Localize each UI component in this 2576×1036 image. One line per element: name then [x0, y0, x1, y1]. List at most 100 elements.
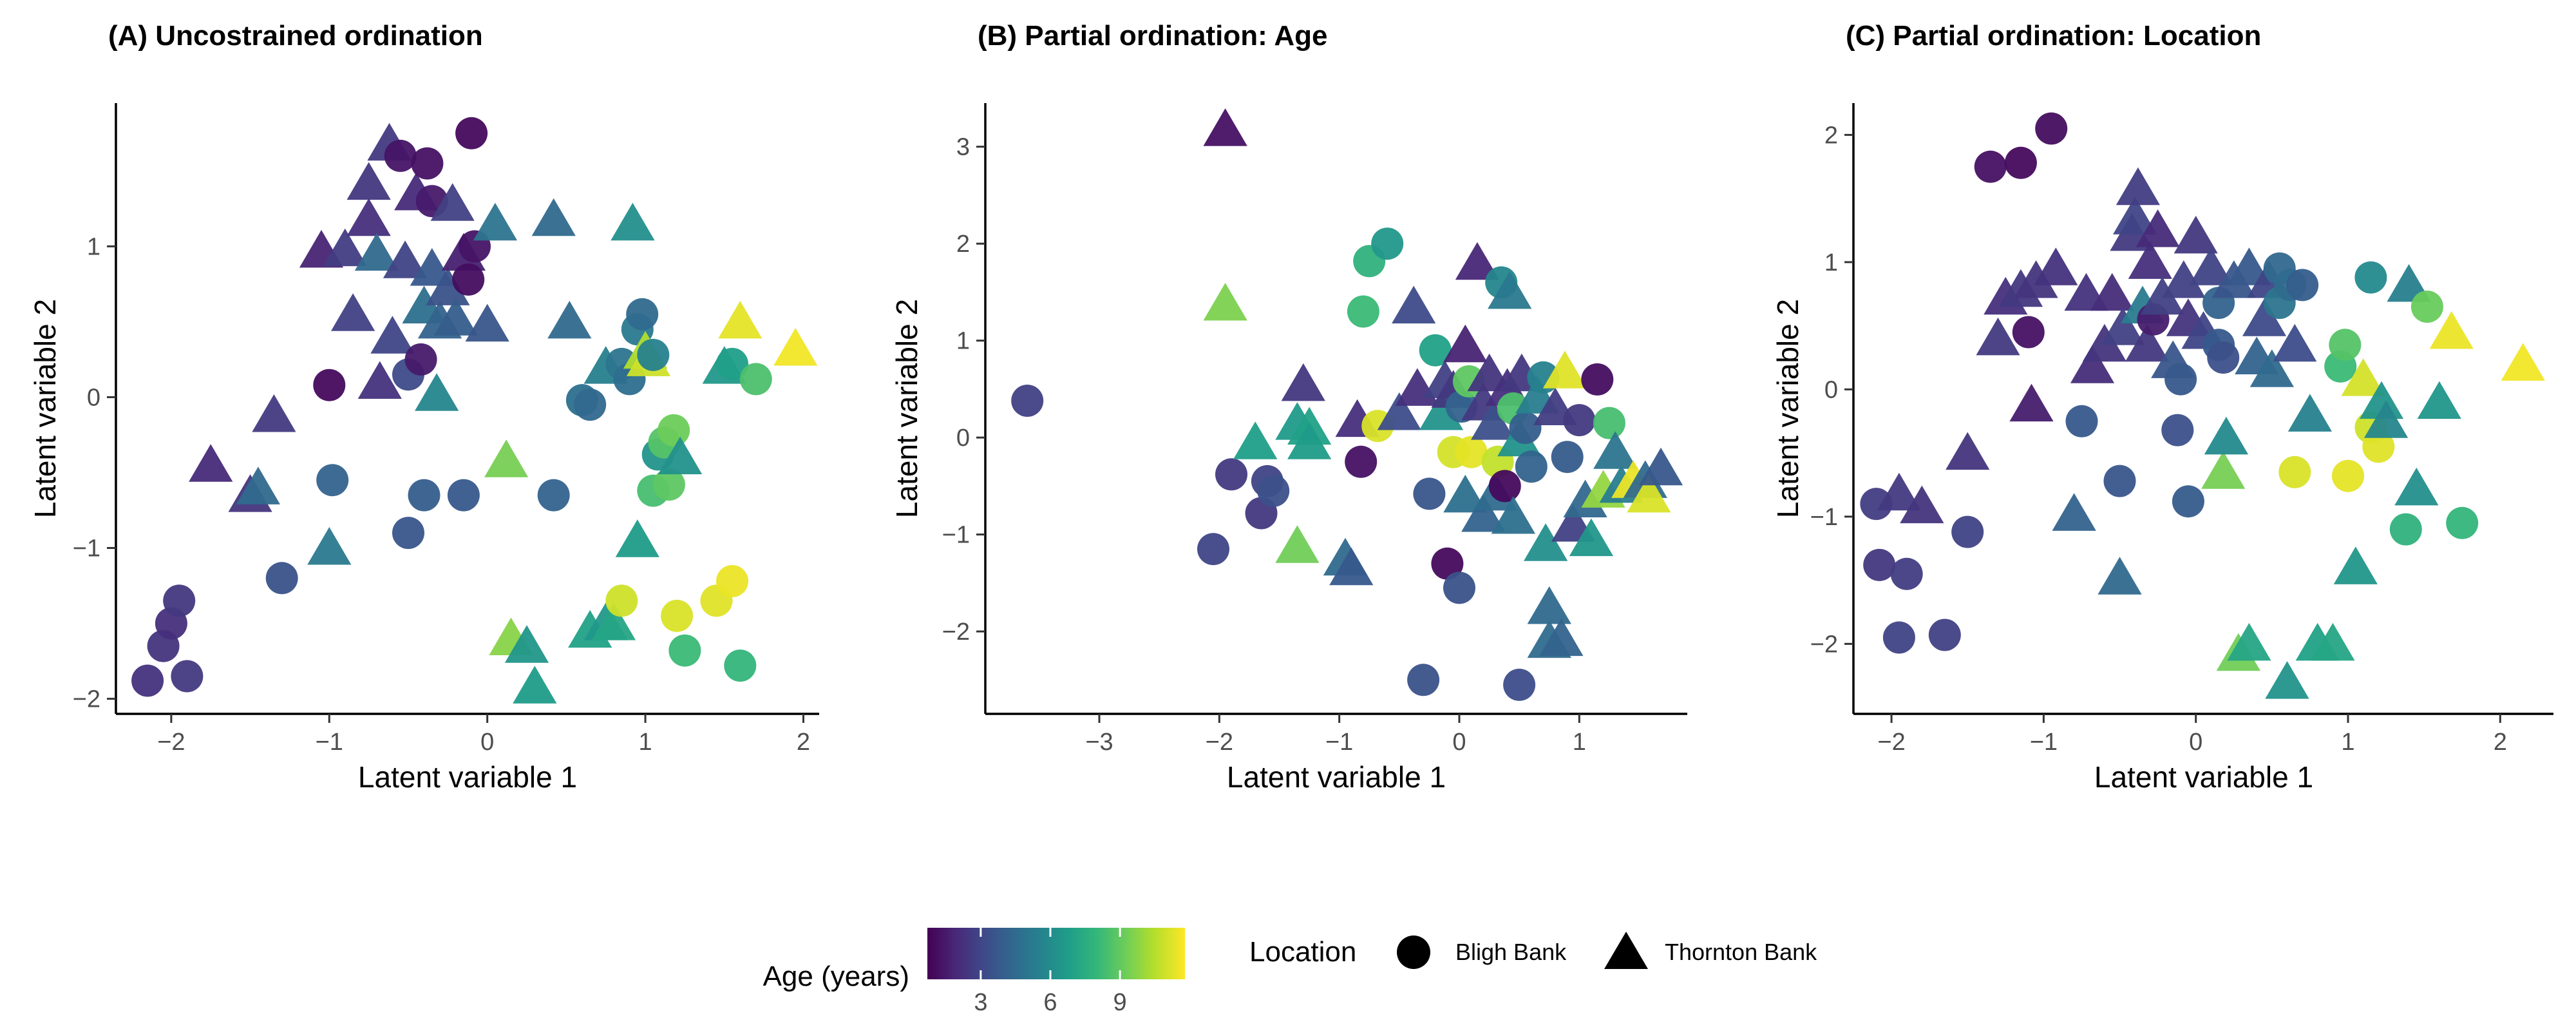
data-point-circle	[637, 338, 670, 371]
data-point-triangle	[2125, 323, 2170, 362]
data-point-circle	[724, 649, 757, 682]
data-point-triangle	[430, 183, 475, 221]
legend-item-bligh-bank: Bligh Bank	[1397, 935, 1567, 969]
colorbar-tick-label: 3	[974, 989, 987, 1016]
data-point-triangle	[1488, 271, 1532, 309]
data-point-triangle	[2128, 241, 2172, 279]
data-point-circle	[1345, 445, 1378, 478]
data-point-triangle	[1275, 525, 1320, 563]
data-point-triangle	[2098, 557, 2142, 595]
data-point-triangle	[2341, 358, 2385, 396]
data-point-triangle	[2034, 247, 2078, 285]
data-point-triangle	[473, 202, 518, 241]
data-point-circle	[668, 634, 701, 667]
data-point-triangle	[1443, 324, 1488, 363]
data-point-circle	[313, 369, 346, 401]
data-point-circle	[1974, 150, 2007, 183]
data-point-circle	[455, 117, 488, 149]
y-tick-label: 1	[956, 328, 970, 355]
data-point-triangle	[2113, 197, 2157, 235]
data-point-circle	[171, 660, 204, 693]
data-point-triangle	[615, 519, 659, 557]
x-tick-label: 0	[1452, 729, 1466, 756]
data-point-triangle	[1203, 108, 1247, 146]
data-point-circle	[716, 565, 748, 597]
data-point-triangle	[189, 444, 233, 482]
panel-b-x-ticks: −3 −2 −1 0 1	[1085, 714, 1586, 756]
data-point-triangle	[323, 228, 367, 267]
data-point-circle	[1215, 458, 1247, 491]
data-point-circle	[2207, 341, 2240, 374]
data-point-triangle	[415, 373, 459, 411]
data-point-circle	[2329, 329, 2362, 361]
data-point-triangle	[1527, 586, 1571, 624]
y-tick-label: −1	[942, 522, 970, 549]
y-tick-label: 0	[1824, 376, 1838, 403]
data-point-circle	[626, 298, 659, 331]
legend: Age (years) 3 6 9 Location Bligh Bank Thor…	[763, 928, 1817, 1016]
legend-colorbar	[927, 928, 1185, 979]
colorbar-tick-label: 6	[1043, 989, 1057, 1016]
data-point-triangle	[1877, 472, 1921, 511]
data-point-circle	[452, 263, 485, 296]
data-point-triangle	[1377, 392, 1421, 430]
data-point-circle	[2164, 363, 2197, 396]
y-tick-label: 0	[956, 425, 970, 452]
data-point-triangle	[547, 300, 592, 339]
y-tick-label: 3	[956, 134, 970, 161]
data-point-triangle	[1638, 447, 1683, 486]
panel-b: (B) Partial ordination: Age −3 −2 −1 0 1 −2−…	[890, 20, 1687, 794]
data-point-triangle	[2009, 383, 2054, 422]
y-tick-label: −1	[1810, 504, 1838, 531]
data-point-circle	[652, 468, 685, 501]
x-tick-label: 1	[2341, 729, 2354, 756]
panel-c-x-ticks: −2 −1 0 1 2	[1877, 714, 2507, 756]
data-point-triangle	[383, 240, 428, 278]
data-point-circle	[392, 517, 424, 550]
data-point-triangle	[2501, 343, 2545, 381]
data-point-triangle	[1392, 285, 1436, 323]
x-tick-label: −2	[1206, 729, 1233, 756]
data-point-triangle	[2204, 416, 2249, 455]
data-point-triangle	[1419, 392, 1464, 430]
panel-c-title: (C) Partial ordination: Location	[1846, 20, 2261, 52]
data-point-circle	[1443, 571, 1475, 604]
x-tick-label: −2	[157, 729, 185, 756]
data-point-circle	[1928, 619, 1961, 651]
legend-label-bligh-bank: Bligh Bank	[1455, 939, 1567, 965]
data-point-triangle	[2417, 381, 2461, 419]
data-point-circle	[1419, 334, 1452, 367]
x-tick-label: −2	[1877, 729, 1905, 756]
data-point-triangle	[611, 202, 655, 241]
data-point-circle	[1371, 227, 1404, 260]
data-point-circle	[1551, 441, 1584, 474]
data-point-triangle	[1203, 283, 1247, 321]
data-point-triangle	[370, 316, 415, 354]
data-point-circle	[447, 479, 480, 512]
data-point-triangle	[2311, 622, 2355, 661]
panel-b-y-ticks: −2 −1 0 1 2 3	[942, 134, 985, 646]
data-point-circle	[2161, 414, 2194, 446]
data-point-triangle	[2052, 493, 2096, 531]
data-point-triangle	[426, 267, 470, 305]
data-point-triangle	[484, 439, 529, 477]
data-point-circle	[1347, 295, 1379, 328]
data-point-circle	[1455, 436, 1488, 468]
data-point-triangle	[1524, 523, 1568, 561]
data-point-triangle	[2189, 247, 2233, 285]
data-point-triangle	[1443, 474, 1488, 513]
y-tick-label: −2	[1810, 631, 1838, 658]
data-point-triangle	[2242, 298, 2287, 336]
legend-item-thornton-bank: Thornton Bank	[1604, 932, 1817, 969]
panel-a-y-ticks: −2 −1 0 1	[73, 233, 116, 713]
data-point-circle	[2065, 405, 2098, 437]
data-point-triangle	[1455, 242, 1500, 280]
data-point-circle	[163, 584, 196, 617]
data-point-triangle	[236, 466, 280, 504]
data-point-circle	[265, 562, 298, 595]
data-point-circle	[1563, 404, 1596, 437]
y-tick-label: −2	[942, 619, 970, 646]
data-point-circle	[1882, 621, 1915, 654]
data-point-circle	[1860, 488, 1893, 521]
data-point-circle	[661, 599, 694, 632]
